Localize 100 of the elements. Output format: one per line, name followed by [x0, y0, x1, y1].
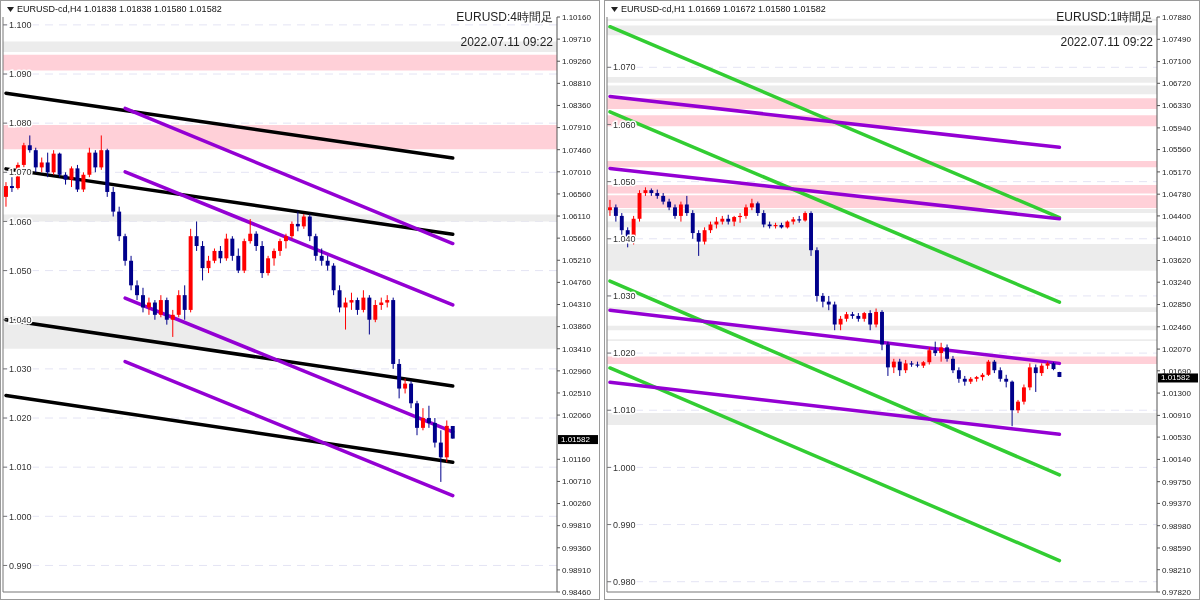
text: 1.01582 — [1161, 373, 1191, 383]
y-tick-label: 0.980 — [613, 576, 636, 587]
candlestick — [170, 309, 175, 338]
y2-tick-label: 0.99750 — [1162, 477, 1192, 487]
candlestick — [874, 308, 879, 328]
y2-tick-label: 0.97820 — [1162, 587, 1192, 597]
candlestick — [438, 429, 443, 483]
y-tick-label: 0.990 — [613, 519, 636, 530]
candlestick — [313, 233, 318, 262]
y-tick-label: 1.080 — [9, 118, 32, 129]
y2-tick-label: 1.03860 — [562, 322, 592, 332]
y2-tick-label: 1.05210 — [562, 256, 592, 266]
y2-tick-label: 1.06720 — [1162, 79, 1192, 89]
y2-tick-label: 0.98910 — [562, 565, 592, 575]
candlestick — [738, 212, 743, 224]
y2-tick-label: 0.99370 — [1162, 499, 1192, 509]
candlestick — [230, 235, 235, 262]
y2-tick-label: 1.03240 — [1162, 278, 1192, 288]
candlestick — [1033, 364, 1038, 393]
candlestick — [426, 405, 431, 429]
candlestick — [832, 301, 837, 331]
y2-tick-label: 1.06110 — [562, 211, 591, 221]
y-tick-label: 1.070 — [9, 167, 32, 178]
y-tick-label: 1.060 — [613, 119, 636, 130]
candlestick — [307, 213, 312, 242]
y2-tick-label: 1.09710 — [562, 34, 592, 44]
y2-tick-label: 1.04310 — [562, 300, 592, 310]
y2-tick-label: 1.04780 — [1162, 190, 1192, 200]
candlestick — [690, 209, 695, 240]
y-tick-label: 1.010 — [613, 405, 636, 416]
y2-tick-label: 1.03620 — [1162, 256, 1192, 266]
candlestick — [667, 198, 672, 211]
text: 1.01582 — [561, 435, 591, 445]
y-tick-label: 0.990 — [9, 560, 32, 571]
y2-tick-label: 1.07910 — [562, 123, 592, 133]
candlestick — [1027, 362, 1032, 391]
y-tick-label: 1.020 — [9, 413, 32, 424]
candlestick — [409, 380, 414, 409]
y2-tick-label: 1.02850 — [1162, 300, 1192, 310]
candlestick — [956, 366, 961, 384]
y-tick-label: 1.050 — [613, 176, 636, 187]
y2-tick-label: 1.00910 — [1162, 411, 1192, 421]
candlestick — [57, 152, 62, 178]
candlestick — [820, 292, 825, 308]
candlestick — [337, 284, 342, 313]
y2-tick-label: 1.04010 — [1162, 234, 1192, 244]
y2-tick-label: 1.02510 — [562, 388, 592, 398]
candlestick — [4, 181, 8, 208]
y-tick-label: 1.040 — [9, 314, 32, 325]
y-tick-label: 1.070 — [613, 62, 636, 73]
candlestick — [51, 149, 56, 176]
y2-tick-label: 1.02060 — [562, 410, 592, 420]
candlestick — [885, 341, 890, 377]
candlestick — [111, 186, 116, 218]
candlestick — [696, 229, 701, 257]
candlestick — [432, 417, 437, 449]
y-tick-label: 1.030 — [613, 291, 636, 302]
y2-tick-label: 1.00710 — [562, 477, 592, 487]
candlestick — [613, 203, 618, 223]
y2-tick-label: 1.05940 — [1162, 123, 1192, 133]
candlestick — [45, 152, 50, 178]
candlestick — [194, 220, 199, 252]
y2-tick-label: 1.08810 — [562, 79, 592, 89]
candlestick — [176, 289, 181, 318]
y2-tick-label: 1.08360 — [562, 101, 592, 111]
candlestick — [361, 289, 366, 313]
candlestick — [93, 149, 98, 173]
y2-tick-label: 1.01160 — [562, 455, 591, 465]
y2-tick-label: 1.05560 — [1162, 145, 1192, 155]
y2-tick-label: 1.09260 — [562, 57, 592, 67]
candlestick — [272, 247, 277, 267]
candlestick — [254, 230, 259, 252]
candlestick — [21, 142, 26, 168]
y2-tick-label: 1.06560 — [562, 189, 592, 199]
y-tick-label: 1.020 — [613, 348, 636, 359]
candlestick — [367, 294, 372, 335]
y-tick-label: 1.030 — [9, 364, 32, 375]
y2-tick-label: 1.04400 — [1162, 211, 1192, 221]
candlestick — [1021, 384, 1026, 406]
y-tick-label: 1.000 — [613, 462, 636, 473]
candlestick — [619, 212, 624, 237]
candlestick — [81, 171, 86, 193]
candlestick — [236, 247, 241, 274]
candlestick — [420, 407, 425, 431]
candlestick — [283, 233, 288, 249]
y2-tick-label: 0.98460 — [562, 587, 592, 597]
y2-tick-label: 1.02960 — [562, 366, 592, 376]
y2-tick-label: 0.99810 — [562, 521, 592, 531]
y2-tick-label: 0.98210 — [1162, 565, 1192, 575]
y2-tick-label: 1.00140 — [1162, 455, 1192, 465]
y2-tick-label: 1.02460 — [1162, 322, 1192, 332]
candlestick — [141, 287, 145, 313]
candlestick — [868, 309, 873, 331]
y2-tick-label: 1.03410 — [562, 344, 592, 354]
y2-tick-label: 1.00260 — [562, 499, 592, 509]
y2-tick-label: 1.07010 — [562, 167, 592, 177]
candlestick — [678, 201, 683, 223]
y2-tick-label: 1.05170 — [1162, 167, 1192, 177]
candlestick — [248, 218, 253, 245]
annotation: 2022.07.11 09:22 — [460, 35, 553, 49]
